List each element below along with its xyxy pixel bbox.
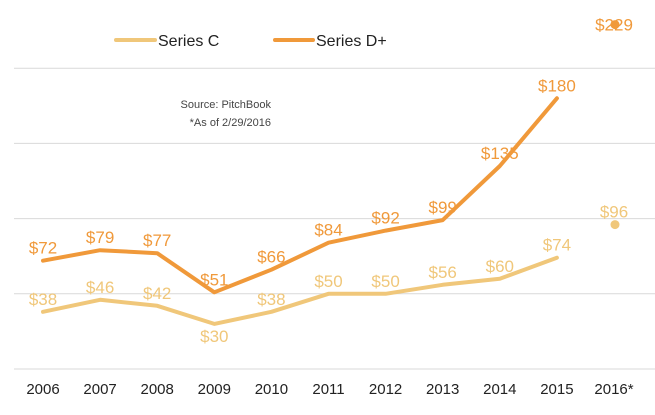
data-label: $46 bbox=[86, 278, 114, 297]
x-tick-label: 2007 bbox=[83, 381, 116, 398]
x-tick-label: 2013 bbox=[426, 381, 459, 398]
as-of-note: *As of 2/29/2016 bbox=[190, 117, 271, 129]
gridlines bbox=[14, 67, 655, 370]
legend: Series C Series D+ bbox=[114, 33, 387, 50]
x-tick-label: 2011 bbox=[312, 381, 344, 398]
standalone-point-1 bbox=[610, 20, 620, 30]
data-label: $92 bbox=[371, 209, 399, 228]
x-tick-label: 2009 bbox=[198, 381, 231, 398]
data-label: $66 bbox=[257, 248, 285, 267]
source-note: Source: PitchBook bbox=[181, 99, 272, 111]
x-tick-label: 2010 bbox=[255, 381, 288, 398]
x-tick-label: 2014 bbox=[483, 381, 516, 398]
data-label: $56 bbox=[429, 263, 457, 282]
standalone-points bbox=[610, 20, 620, 230]
data-label: $77 bbox=[143, 231, 171, 250]
data-label: $96 bbox=[600, 203, 628, 222]
data-label: $38 bbox=[257, 290, 285, 309]
data-label: $42 bbox=[143, 284, 171, 303]
data-label: $74 bbox=[543, 236, 571, 255]
data-label: $180 bbox=[538, 76, 576, 95]
data-label: $60 bbox=[486, 257, 514, 276]
x-tick-label: 2012 bbox=[369, 381, 402, 398]
x-axis-ticks: 2006 2007 2008 2009 2010 2011 2012 2013 2014 2015… bbox=[26, 381, 633, 398]
data-label: $229 bbox=[595, 16, 633, 35]
standalone-point-0 bbox=[610, 220, 620, 230]
series-lines bbox=[41, 96, 559, 326]
data-label: $72 bbox=[29, 239, 57, 258]
legend-label-series-d-plus: Series D+ bbox=[316, 33, 387, 50]
data-labels: $38 $46 $42 $30 $38 $50 $50 $56 $60 $74 $96 $72 $79 $… bbox=[29, 16, 633, 346]
x-tick-label: 2008 bbox=[141, 381, 174, 398]
data-label: $135 bbox=[481, 144, 519, 163]
x-tick-label: 2006 bbox=[26, 381, 59, 398]
data-label: $50 bbox=[314, 272, 342, 291]
x-tick-label: 2015 bbox=[540, 381, 573, 398]
series-line-0 bbox=[41, 255, 559, 326]
x-tick-label: 2016* bbox=[594, 381, 633, 398]
data-label: $84 bbox=[314, 221, 342, 240]
data-label: $50 bbox=[371, 272, 399, 291]
data-label: $51 bbox=[200, 270, 228, 289]
series-line-1 bbox=[41, 96, 559, 295]
data-label: $79 bbox=[86, 228, 114, 247]
data-label: $99 bbox=[429, 198, 457, 217]
legend-label-series-c: Series C bbox=[158, 33, 219, 50]
data-label: $38 bbox=[29, 290, 57, 309]
data-label: $30 bbox=[200, 327, 228, 346]
